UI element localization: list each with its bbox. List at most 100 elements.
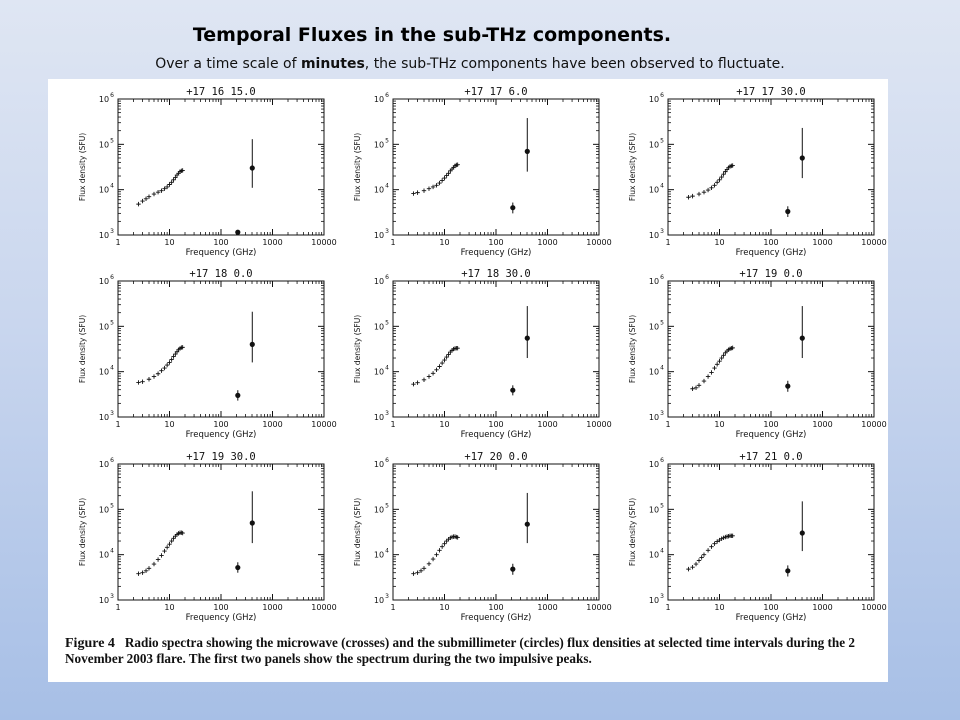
microwave-point (693, 385, 699, 391)
microwave-point (411, 571, 416, 576)
microwave-point (155, 371, 161, 376)
submm-point (249, 165, 255, 171)
microwave-point (411, 191, 416, 196)
microwave-point (430, 371, 436, 376)
microwave-point (709, 185, 714, 190)
x-tick-label: 1000 (537, 603, 557, 612)
submm-point (249, 520, 255, 526)
y-axis-label: Flux density (SFU) (78, 133, 87, 201)
y-tick-label: 10 (374, 95, 384, 104)
panel-title: +17 19 30.0 (186, 451, 256, 463)
microwave-point (430, 556, 436, 562)
y-tick-exponent: 3 (110, 410, 114, 417)
y-tick-exponent: 3 (385, 593, 389, 600)
x-axis-label: Frequency (GHz) (186, 430, 257, 440)
x-tick-label: 10000 (586, 603, 611, 612)
submm-point (799, 155, 805, 161)
figure-caption-text: Radio spectra showing the microwave (cro… (65, 635, 856, 666)
y-tick-label: 10 (649, 277, 659, 286)
microwave-point (446, 352, 451, 357)
microwave-point (730, 345, 735, 351)
plot-frame (117, 463, 325, 601)
y-tick-label: 10 (374, 413, 384, 422)
x-tick-label: 100 (488, 238, 503, 247)
microwave-point (686, 195, 691, 200)
plot-frame (667, 463, 875, 601)
x-tick-label: 100 (213, 603, 228, 612)
submm-point (235, 392, 241, 398)
y-tick-exponent: 6 (660, 92, 664, 99)
y-tick-label: 10 (374, 186, 384, 195)
y-axis-label: Flux density (SFU) (628, 133, 637, 201)
microwave-point (690, 386, 695, 391)
panel-title: +17 21 0.0 (739, 451, 802, 463)
microwave-point (421, 566, 427, 571)
microwave-point (169, 538, 174, 544)
microwave-point (173, 175, 178, 180)
x-axis-label: Frequency (GHz) (186, 248, 257, 258)
y-tick-exponent: 4 (385, 365, 389, 372)
microwave-point (430, 184, 436, 190)
x-tick-label: 10 (164, 420, 174, 429)
microwave-point (167, 360, 172, 365)
y-tick-exponent: 3 (110, 593, 114, 600)
y-tick-label: 10 (99, 231, 109, 240)
microwave-point (180, 530, 185, 536)
microwave-point (159, 188, 164, 193)
x-tick-label: 100 (763, 238, 778, 247)
y-tick-exponent: 4 (110, 365, 114, 372)
microwave-point (140, 570, 145, 575)
microwave-point (705, 374, 711, 379)
submm-point (235, 229, 241, 235)
microwave-point (426, 186, 432, 191)
x-tick-label: 100 (488, 603, 503, 612)
microwave-point (162, 365, 167, 371)
y-axis-label: Flux density (SFU) (628, 498, 637, 566)
microwave-point (439, 360, 445, 366)
microwave-point (444, 354, 449, 360)
x-tick-label: 100 (763, 420, 778, 429)
microwave-point (701, 189, 707, 195)
submm-point (524, 148, 530, 154)
microwave-point (455, 162, 460, 167)
microwave-point (136, 201, 141, 207)
plot-frame (392, 98, 600, 236)
subtitle-tail: , the sub-THz components have been obser… (364, 56, 785, 72)
submm-point (510, 566, 516, 572)
y-tick-label: 10 (99, 186, 109, 195)
microwave-point (437, 548, 442, 553)
x-axis-label: Frequency (GHz) (461, 248, 532, 258)
y-tick-exponent: 3 (660, 593, 664, 600)
microwave-point (723, 169, 728, 174)
x-tick-label: 10000 (861, 420, 886, 429)
y-tick-label: 10 (99, 413, 109, 422)
microwave-point (136, 571, 141, 576)
x-axis-label: Frequency (GHz) (736, 430, 807, 440)
x-tick-label: 1000 (812, 238, 832, 247)
y-tick-label: 10 (649, 551, 659, 560)
y-tick-label: 10 (99, 551, 109, 560)
y-tick-label: 10 (374, 231, 384, 240)
microwave-point (696, 191, 702, 197)
y-tick-label: 10 (649, 231, 659, 240)
submm-point (785, 568, 791, 574)
x-axis-label: Frequency (GHz) (461, 430, 532, 440)
y-tick-label: 10 (99, 322, 109, 331)
microwave-point (151, 191, 157, 197)
y-tick-exponent: 5 (385, 502, 389, 509)
x-tick-label: 1000 (262, 238, 282, 247)
y-tick-label: 10 (99, 277, 109, 286)
y-axis-label: Flux density (SFU) (78, 315, 87, 383)
microwave-point (143, 196, 149, 201)
microwave-point (712, 541, 717, 546)
x-tick-label: 10 (439, 238, 449, 247)
plot-frame (392, 463, 600, 601)
microwave-point (171, 354, 176, 359)
plot-frame (392, 280, 600, 418)
microwave-point (442, 541, 447, 546)
microwave-point (696, 558, 702, 563)
x-tick-label: 1 (115, 420, 120, 429)
microwave-point (169, 180, 174, 185)
